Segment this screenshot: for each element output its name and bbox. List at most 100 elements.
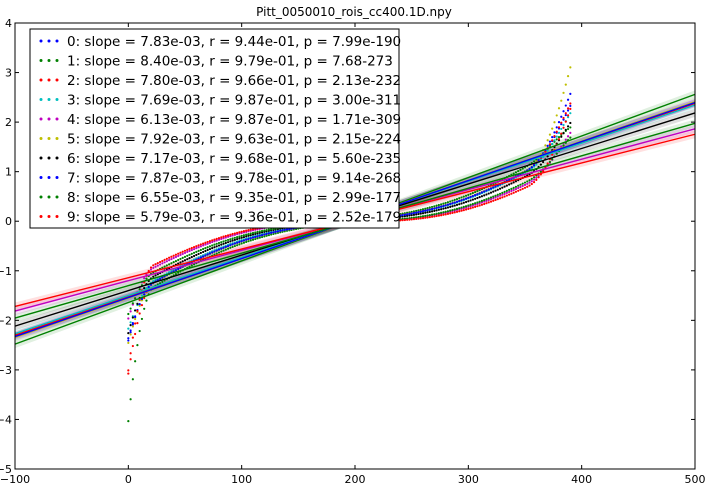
data-point: [435, 209, 438, 212]
data-point: [226, 241, 230, 244]
data-point: [569, 102, 572, 105]
data-point: [163, 265, 166, 268]
data-point: [532, 163, 536, 167]
data-point: [449, 205, 452, 208]
data-point: [222, 237, 225, 240]
data-point: [462, 195, 465, 198]
legend-entry: 8: slope = 6.55e-03, r = 9.35e-01, p = 2…: [67, 190, 401, 206]
data-point: [279, 229, 282, 232]
data-point: [220, 236, 223, 239]
data-point: [288, 228, 291, 231]
data-point: [532, 181, 536, 184]
data-point: [430, 207, 434, 211]
data-point: [467, 196, 470, 199]
data-point: [415, 209, 418, 212]
y-tick-label: −1: [0, 265, 12, 278]
data-point: [560, 135, 563, 138]
data-point: [242, 239, 246, 242]
data-point: [474, 202, 477, 205]
data-point: [537, 174, 540, 177]
data-point: [553, 139, 556, 142]
data-point: [145, 299, 148, 302]
legend-entry: 2: slope = 7.80e-03, r = 9.66e-01, p = 2…: [67, 73, 401, 89]
data-point: [449, 209, 452, 212]
legend-marker: [39, 78, 43, 82]
legend-marker: [55, 98, 59, 101]
data-point: [131, 322, 134, 325]
data-point: [179, 257, 182, 261]
data-point: [406, 214, 409, 217]
data-point: [569, 104, 572, 108]
data-point: [469, 192, 472, 196]
data-point: [453, 204, 456, 207]
data-point: [149, 266, 153, 269]
data-point: [240, 230, 243, 233]
data-point: [523, 181, 527, 184]
data-point: [496, 193, 499, 196]
data-point: [410, 212, 413, 215]
data-point: [229, 246, 232, 249]
data-point: [211, 251, 214, 254]
data-point: [217, 238, 221, 241]
data-point: [245, 229, 248, 232]
data-point: [562, 116, 565, 120]
data-point: [158, 277, 162, 281]
data-point: [430, 213, 434, 216]
legend-marker: [55, 156, 59, 160]
data-point: [451, 211, 454, 214]
data-point: [433, 207, 436, 210]
legend-marker: [55, 137, 59, 140]
data-point: [412, 210, 416, 213]
data-point: [224, 234, 227, 238]
data-point: [555, 138, 558, 141]
data-point: [564, 128, 567, 131]
data-point: [229, 233, 232, 236]
data-point: [471, 202, 474, 206]
data-point: [424, 214, 427, 217]
data-point: [158, 282, 162, 285]
data-point: [546, 139, 549, 142]
data-point: [569, 126, 572, 129]
data-point: [485, 202, 488, 205]
data-point: [204, 241, 207, 244]
data-point: [437, 214, 440, 217]
data-point: [428, 208, 431, 211]
legend-marker: [55, 59, 59, 62]
data-point: [168, 271, 171, 274]
data-point: [197, 244, 200, 247]
data-point: [501, 196, 504, 199]
data-point: [140, 294, 144, 297]
legend-marker: [47, 156, 51, 160]
data-point: [211, 247, 214, 250]
data-point: [265, 232, 268, 236]
data-point: [408, 214, 411, 217]
y-tick-label: −5: [0, 463, 12, 476]
data-point: [233, 238, 236, 241]
data-point: [489, 200, 493, 203]
data-point: [476, 205, 479, 208]
data-point: [143, 277, 146, 280]
data-point: [501, 191, 504, 194]
data-point: [138, 329, 141, 333]
data-point: [530, 182, 533, 186]
data-point: [494, 194, 497, 197]
data-point: [521, 167, 524, 170]
data-point: [453, 208, 456, 211]
y-tick-label: 2: [5, 116, 12, 129]
data-point: [254, 232, 257, 236]
data-point: [562, 144, 565, 147]
data-point: [566, 98, 570, 101]
data-point: [156, 261, 159, 265]
data-point: [496, 195, 499, 198]
data-point: [551, 136, 554, 139]
data-point: [419, 210, 422, 213]
data-point: [131, 325, 134, 328]
data-point: [510, 187, 513, 190]
data-point: [510, 189, 513, 193]
data-point: [181, 260, 184, 263]
data-point: [206, 248, 209, 252]
data-point: [231, 245, 234, 249]
data-point: [419, 208, 422, 211]
data-point: [238, 235, 241, 238]
data-point: [199, 243, 202, 246]
